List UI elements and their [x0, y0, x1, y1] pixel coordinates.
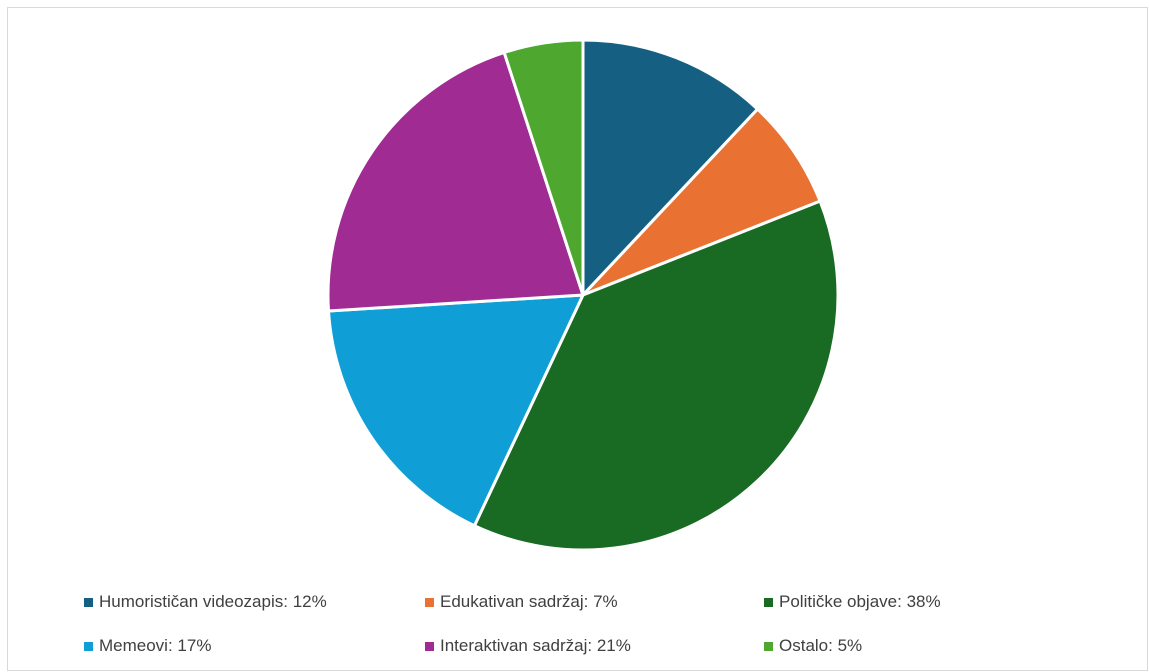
pie-slice-ostalo — [502, 38, 585, 297]
pie-slice-memeovi — [327, 293, 585, 528]
pie-slice-interaktivan-sadrzaj — [326, 50, 585, 313]
pie-slice-politicke-objave — [472, 199, 840, 552]
pie-slice-humoristican-videozapis — [581, 38, 760, 297]
pie-slice-edukativan-sadrzaj — [581, 107, 822, 297]
